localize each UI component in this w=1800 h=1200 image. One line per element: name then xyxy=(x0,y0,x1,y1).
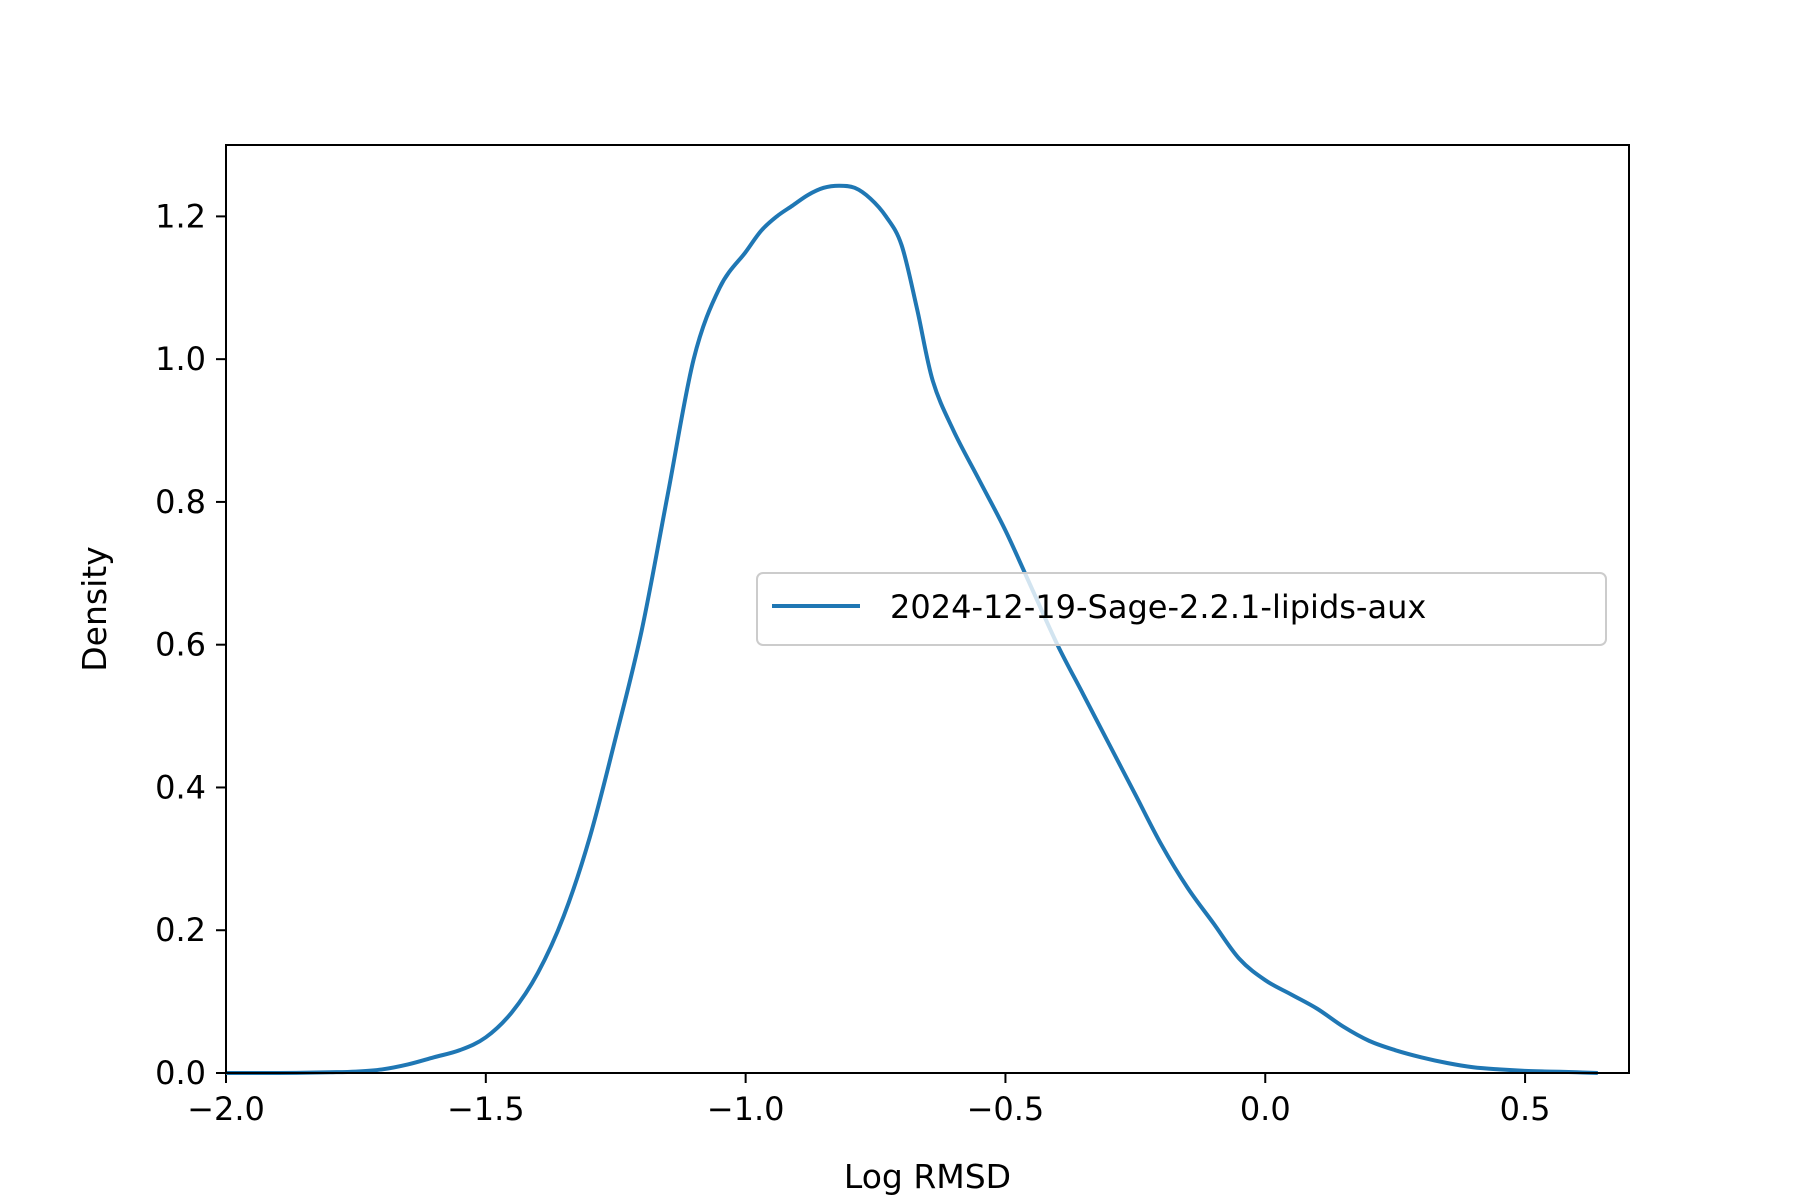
y-tick-label: 0.0 xyxy=(155,1054,206,1092)
x-tick-label: −1.0 xyxy=(707,1090,785,1128)
series-line xyxy=(225,183,1598,1076)
x-tick-label: −2.0 xyxy=(187,1090,265,1128)
y-tick-label: 0.2 xyxy=(155,911,206,949)
y-axis: 0.0 0.2 0.4 0.6 0.8 1.0 1.2 xyxy=(155,197,226,1092)
legend: 2024-12-19-Sage-2.2.1-lipids-aux xyxy=(756,572,1607,646)
x-tick-label: −0.5 xyxy=(967,1090,1045,1128)
series-layer xyxy=(225,183,1598,1076)
y-tick-label: 0.6 xyxy=(155,626,206,664)
x-tick-label: 0.5 xyxy=(1500,1090,1551,1128)
x-axis: −2.0 −1.5 −1.0 −0.5 0.0 0.5 xyxy=(187,1073,1551,1128)
x-axis-label: Log RMSD xyxy=(844,1157,1011,1196)
y-tick-label: 1.2 xyxy=(155,197,206,235)
y-axis-label: Density xyxy=(75,546,114,671)
legend-entry-label: 2024-12-19-Sage-2.2.1-lipids-aux xyxy=(890,588,1426,626)
y-tick-label: 0.8 xyxy=(155,483,206,521)
x-tick-label: −1.5 xyxy=(447,1090,525,1128)
axes-frame xyxy=(225,144,1630,1074)
y-tick-label: 1.0 xyxy=(155,340,206,378)
legend-box xyxy=(756,572,1607,646)
x-tick-label: 0.0 xyxy=(1240,1090,1291,1128)
y-tick-label: 0.4 xyxy=(155,768,206,806)
